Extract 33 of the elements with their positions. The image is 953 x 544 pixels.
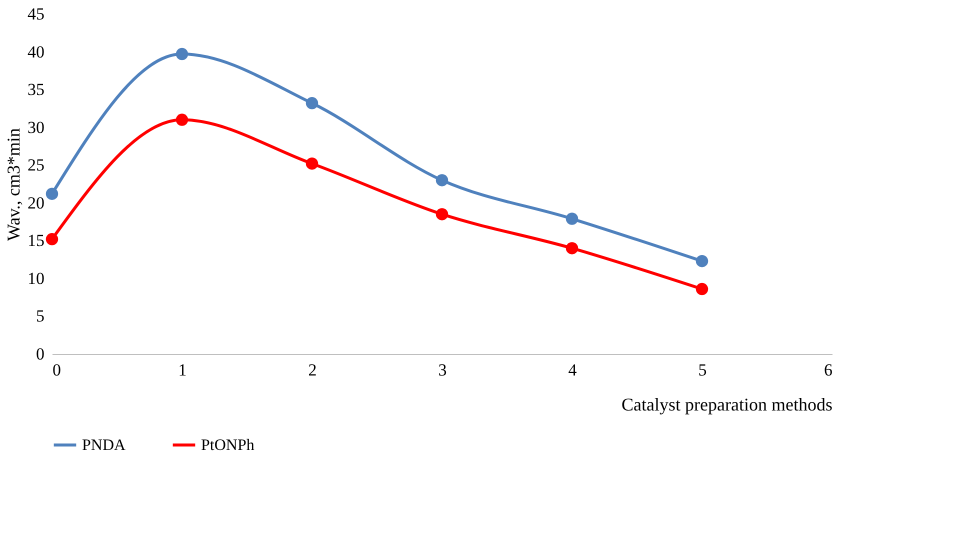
point (46, 188, 58, 200)
point (436, 208, 448, 220)
legend-label: PNDA (82, 437, 126, 454)
point (696, 282, 708, 296)
y-tick-label: 40 (28, 42, 44, 62)
y-tick-label: 0 (36, 344, 44, 364)
x-tick-label: 5 (698, 360, 707, 380)
x-tick-label: 6 (824, 360, 832, 380)
y-tick-label: 30 (28, 118, 44, 137)
point (306, 157, 318, 170)
y-tick-label: 10 (28, 268, 44, 288)
x-tick-label: 0 (52, 360, 61, 380)
point (566, 242, 578, 254)
point (176, 48, 188, 60)
x-tick-label: 2 (308, 360, 317, 380)
legend-label: PtONPh (201, 437, 254, 454)
y-axis-title: Wav., cm3*min (4, 128, 24, 241)
x-axis-title: Catalyst preparation methods (622, 394, 832, 414)
x-tick-label: 3 (438, 360, 447, 380)
y-tick-label: 25 (28, 156, 44, 175)
y-tick-label: 15 (28, 231, 44, 250)
x-tick-label: 4 (568, 360, 578, 380)
y-tick-label: 45 (28, 4, 44, 24)
x-tick-label: 1 (178, 360, 187, 380)
y-tick-label: 35 (28, 80, 44, 100)
point (696, 254, 708, 268)
y-tick-label: 20 (28, 193, 44, 212)
y-tick-label: 5 (36, 306, 44, 326)
point (436, 174, 448, 186)
point (306, 97, 318, 110)
point (176, 114, 188, 126)
point (566, 212, 578, 225)
point (46, 233, 58, 246)
